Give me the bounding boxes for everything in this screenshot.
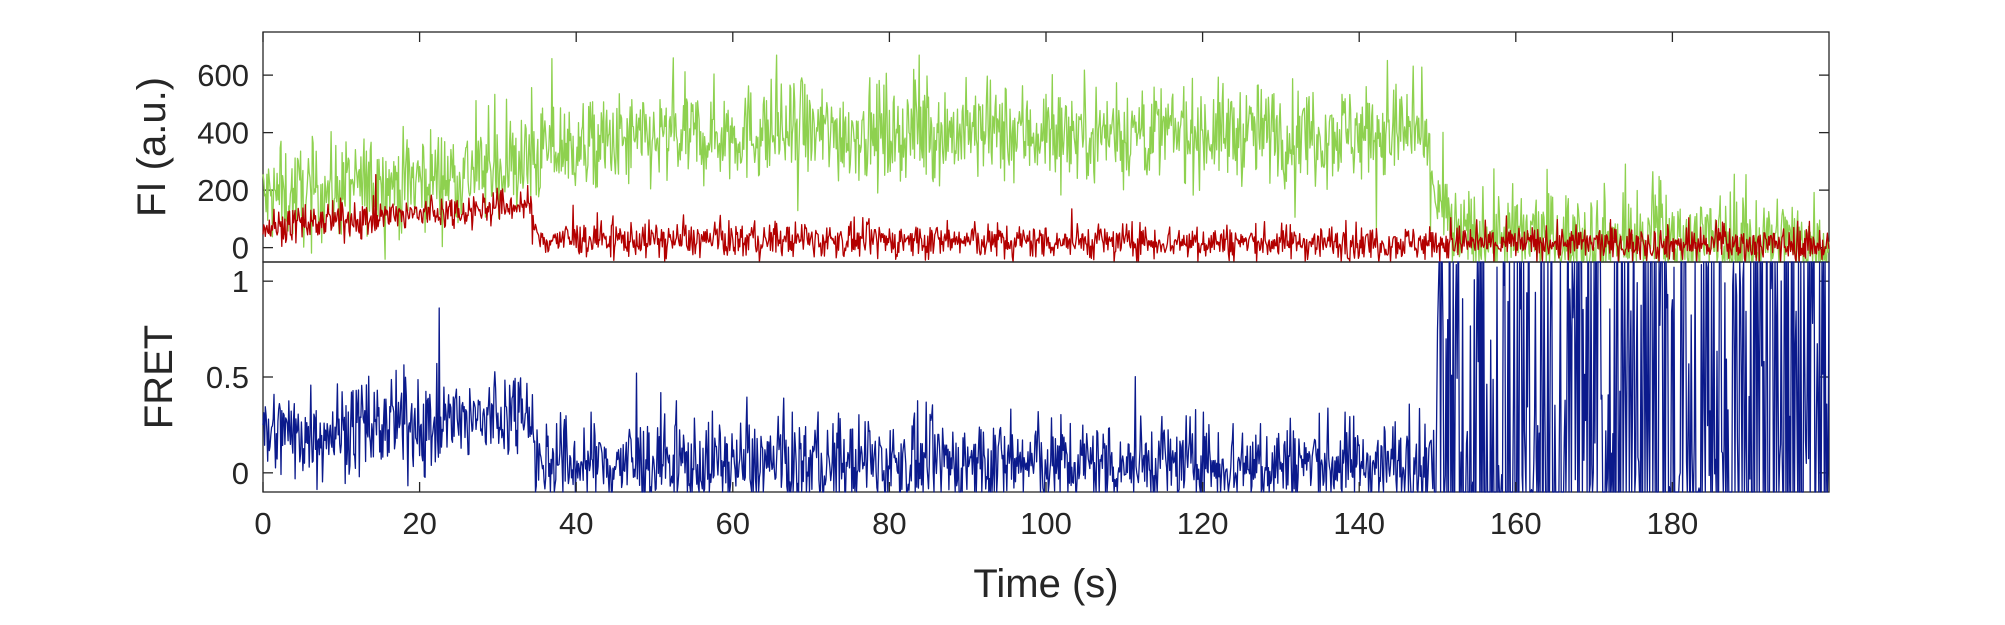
x-tick-label: 80 (872, 506, 906, 541)
y-tick-label: 200 (197, 173, 249, 208)
x-tick-label: 160 (1490, 506, 1542, 541)
y-tick-label: 600 (197, 58, 249, 93)
intensity-traces (262, 54, 1830, 263)
fret-y-ticks: 00.51 (206, 264, 1829, 491)
time-x-ticks: 0 20 40 60 80 100 120 140 160 180 (254, 32, 1698, 541)
y-tick-label: 400 (197, 116, 249, 151)
intensity-panel: 0 200 400 600 FI (a.u.) (130, 31, 1830, 266)
y-tick-label: 0 (232, 456, 249, 491)
y-tick-label: 0 (232, 231, 249, 266)
x-tick-label: 100 (1020, 506, 1072, 541)
x-tick-label: 140 (1333, 506, 1385, 541)
x-tick-label: 40 (559, 506, 593, 541)
fret-y-axis-label: FRET (137, 325, 181, 429)
intensity-y-ticks: 0 200 400 600 (197, 58, 1829, 266)
time-x-axis-label: Time (s) (973, 562, 1118, 606)
fret-panel: 00.51 0 20 40 60 80 100 120 140 160 180 FRET Time… (137, 32, 1830, 606)
series-line-0-0 (262, 54, 1830, 263)
series-line-0-1 (262, 173, 1830, 263)
x-tick-label: 60 (716, 506, 750, 541)
intensity-y-axis-label: FI (a.u.) (130, 77, 174, 217)
x-tick-label: 180 (1647, 506, 1699, 541)
x-tick-label: 120 (1177, 506, 1229, 541)
series-line-1-0 (262, 261, 1830, 493)
x-tick-label: 0 (254, 506, 271, 541)
x-tick-label: 20 (402, 506, 436, 541)
fret-traces (262, 261, 1830, 493)
y-tick-label: 0.5 (206, 360, 249, 395)
y-tick-label: 1 (232, 264, 249, 299)
